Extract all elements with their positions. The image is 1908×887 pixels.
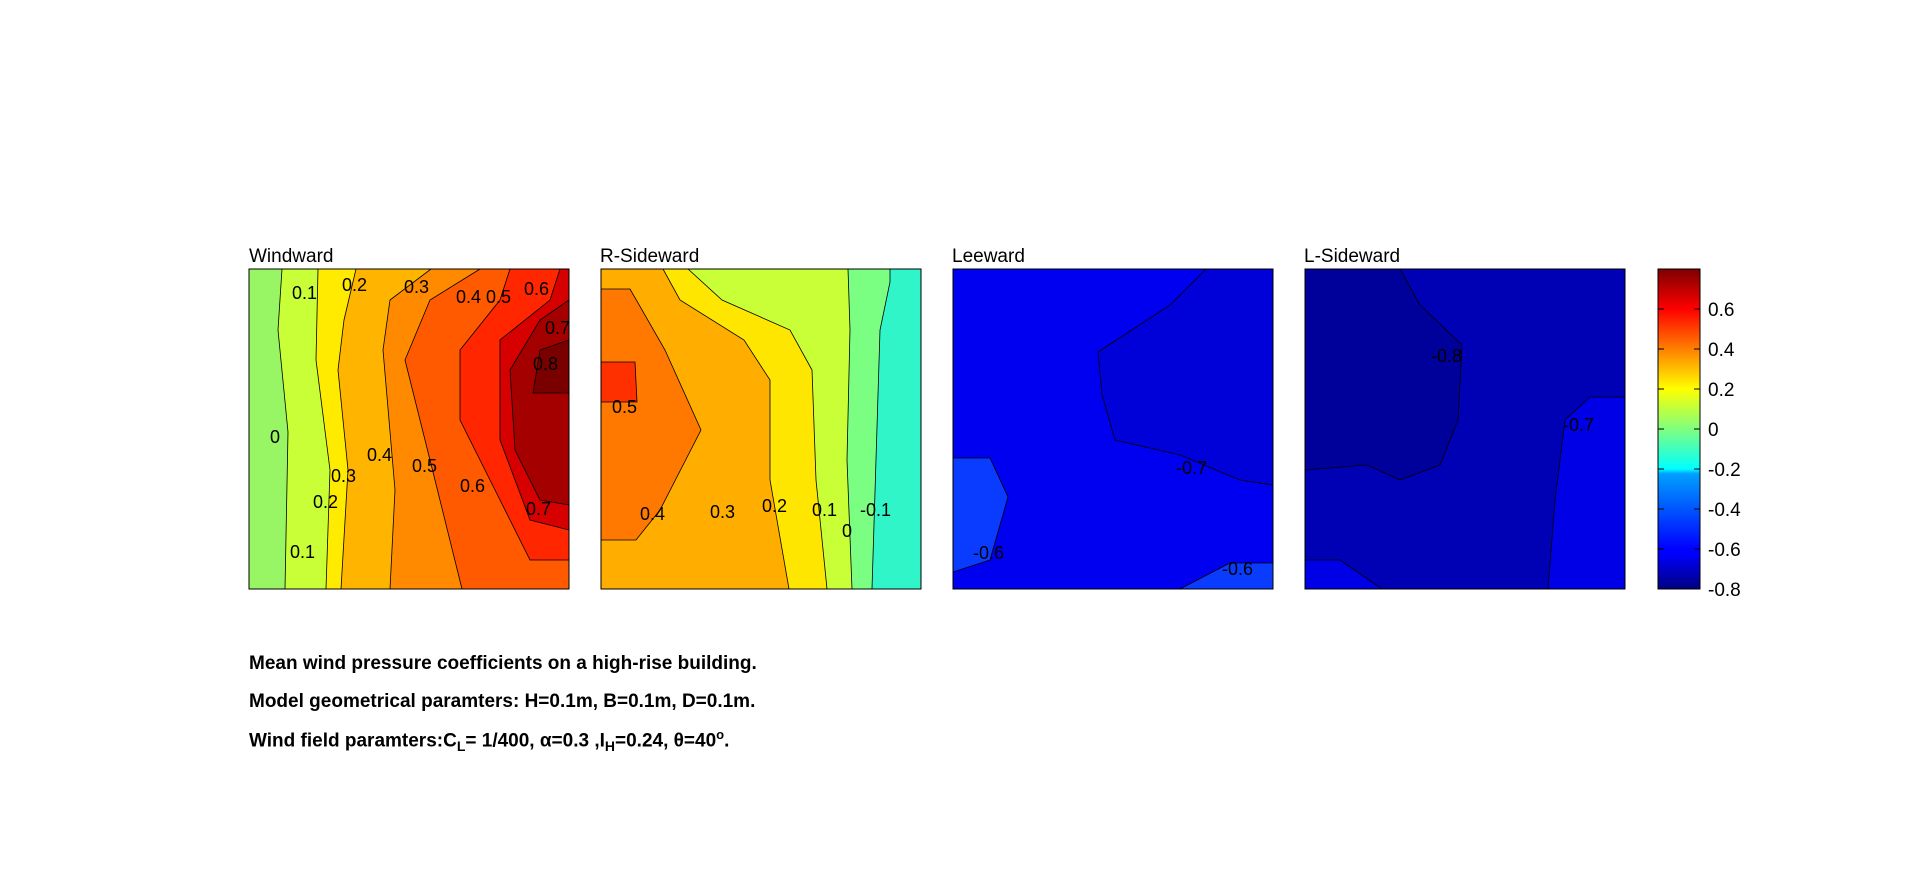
axes-leeward [952,268,1274,590]
panel-title-r-sideward: R-Sideward [600,246,699,267]
contour-label: 0.1 [812,500,837,520]
colorbar-tick-label: 0 [1708,420,1719,441]
panel-title-leeward: Leeward [952,246,1025,267]
axes-l-sideward [1304,268,1626,590]
contour-label: 0.2 [313,492,338,512]
colorbar-tick-label: -0.2 [1708,460,1741,481]
colorbar-gradient [1657,268,1701,590]
contour-label: 0.4 [456,287,481,307]
band-lsideward-1 [1305,269,1463,481]
colorbar-tick-label: 0.4 [1708,340,1735,361]
contour-label: 0.7 [526,499,551,519]
panel-r-sideward: 0.5 0.4 0.3 0.2 0.1 0 -0.1 [600,268,922,590]
panel-leeward: -0.7 -0.6 -0.6 [952,268,1274,590]
contour-label: 0.5 [412,456,437,476]
panel-windward: 0.1 0.2 0.3 0.4 0.5 0.6 0.7 0.8 0 0.2 0.… [248,268,570,590]
panel-title-l-sideward: L-Sideward [1304,246,1400,267]
contour-label: 0.5 [612,397,637,417]
contour-label: 0.3 [710,502,735,522]
panel-title-windward: Windward [249,246,333,267]
contour-label: 0.2 [342,275,367,295]
contour-label: -0.7 [1563,415,1594,435]
contour-label: 0.1 [292,283,317,303]
caption-line-1: Mean wind pressure coefficients on a hig… [249,653,757,674]
band-rsideward-5 [601,288,702,541]
colorbar: 0.6 0.4 0.2 0 -0.2 -0.4 -0.6 -0.8 [1657,268,1741,601]
caption-line-2: Model geometrical paramters: H=0.1m, B=0… [249,691,756,712]
contour-label: 0.3 [331,466,356,486]
contour-label: 0 [270,427,280,447]
band-leeward-1 [1097,269,1273,486]
contour-label: 0 [842,521,852,541]
contour-label: -0.8 [1431,346,1462,366]
contour-label: -0.6 [973,543,1004,563]
colorbar-tick-label: 0.6 [1708,300,1734,321]
contour-label: -0.7 [1176,458,1207,478]
colorbar-tick-label: -0.6 [1708,540,1741,561]
colorbar-tick-label: -0.4 [1708,500,1741,521]
contour-label: 0.4 [640,504,665,524]
colorbar-tick-label: 0.2 [1708,380,1734,401]
band-windward-9 [532,339,569,394]
contour-label: 0.7 [545,318,570,338]
contour-label: 0.8 [533,354,558,374]
contour-label: 0.1 [290,542,315,562]
band-leeward-2 [953,457,1009,573]
contour-label: 0.2 [762,496,787,516]
caption-line-3: Wind field paramters:CL= 1/400, α=0.3 ,I… [249,727,730,755]
contour-label: -0.6 [1222,559,1253,579]
contour-label: 0.3 [404,277,429,297]
band-rsideward-6 [601,361,638,403]
axes-r-sideward [600,268,922,590]
contour-label: 0.6 [524,279,549,299]
contour-label: 0.6 [460,476,485,496]
band-lsideward-3 [1305,559,1383,589]
axes-windward [248,268,570,590]
band-leeward-3 [1179,562,1273,589]
contour-label: 0.4 [367,445,392,465]
band-lsideward-2 [1547,396,1625,589]
contour-label: 0.5 [486,287,511,307]
panel-l-sideward: -0.8 -0.7 [1304,268,1626,590]
colorbar-tick-label: -0.8 [1708,580,1741,601]
contour-label: -0.1 [860,500,891,520]
